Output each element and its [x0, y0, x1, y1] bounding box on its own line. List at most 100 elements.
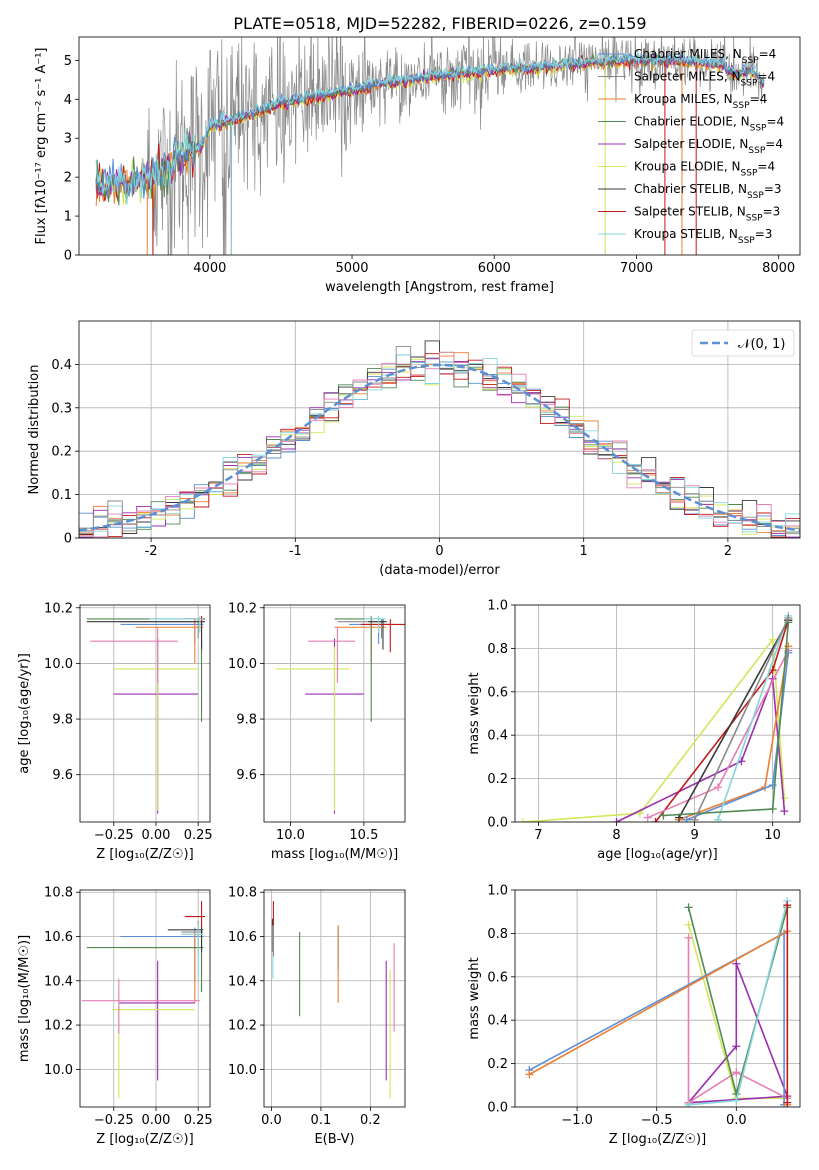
age_vs_Z-ytick-label: 9.6: [52, 768, 73, 783]
errorbar-point: [308, 627, 356, 683]
age_vs_Z-ylabel: age [log₁₀(age/yr)]: [17, 653, 32, 774]
legend-entry-label: Kroupa STELIB, NSSP=3: [634, 227, 772, 246]
mass_vs_ebv-frame: [263, 889, 406, 1108]
weight_vs_age-xtick-label: 8: [612, 828, 620, 843]
errorbar-point: [86, 932, 204, 992]
age_vs_mass-ytick-label: 10.2: [228, 601, 257, 616]
weight_vs_Z-ytick-label: 0.8: [487, 927, 508, 942]
weight_vs_age-ytick-label: 1.0: [487, 599, 508, 614]
mass-weight-marker: [732, 1096, 741, 1105]
mass-weight-marker: [682, 815, 691, 822]
mass-weight-line: [688, 900, 789, 1106]
age_vs_Z-xtick-label: 0.25: [184, 828, 213, 843]
mass-weight-marker: [684, 920, 693, 929]
spectrum-ylabel: Flux [fλ10⁻¹⁷ erg cm⁻² s⁻¹ A⁻¹]: [34, 48, 49, 245]
weight_vs_age-ytick-label: 0.6: [487, 685, 508, 700]
age_vs_Z-ytick-label: 10.2: [44, 601, 73, 616]
mass-weight-marker: [684, 1100, 693, 1107]
mass-weight-marker: [714, 783, 723, 792]
figure-title: PLATE=0518, MJD=52282, FIBERID=0226, z=0…: [233, 14, 646, 33]
mass-weight-marker: [780, 807, 789, 816]
mass-weight-marker: [732, 959, 741, 968]
errorbar-point: [363, 616, 386, 633]
age_vs_mass-plot-area: [275, 616, 405, 814]
spectrum-ytick-label: 2: [64, 171, 72, 186]
age_vs_mass-xtick-label: 10.5: [349, 828, 378, 843]
residuals-xlabel: (data-model)/error: [379, 563, 500, 578]
mass-weight-marker: [714, 815, 723, 822]
mass-weight-line: [678, 619, 789, 819]
age_vs_Z-xlabel: Z [log₁₀(Z/Z☉)]: [96, 847, 193, 862]
spectrum-plot-area: [95, 37, 765, 255]
weight_vs_Z-ytick-label: 1.0: [487, 884, 508, 899]
mass_vs_Z-ytick-label: 10.6: [44, 930, 73, 945]
spectrum-ytick-label: 1: [64, 210, 72, 225]
age_vs_Z-frame: [79, 604, 211, 823]
spectrum-legend: Chabrier MILES, NSSP=4 Salpeter MILES, NS…: [598, 47, 784, 246]
mass_vs_Z-xlabel: Z [log₁₀(Z/Z☉)]: [96, 1132, 193, 1147]
mass-weight-line: [687, 907, 789, 1098]
weight_vs_Z-xlabel: Z [log₁₀(Z/Z☉)]: [609, 1132, 706, 1147]
mass-weight-line: [687, 963, 789, 1104]
residuals-xtick-label: -2: [145, 544, 158, 559]
mass_vs_ebv-plot-area: [271, 901, 395, 1099]
mass-weight-marker: [643, 813, 652, 822]
mass-weight-marker: [732, 1068, 741, 1077]
residuals-ytick-label: 0.1: [51, 488, 72, 503]
mass_vs_ebv-xtick-label: 0.0: [261, 1113, 282, 1128]
spectrum-xtick-label: 6000: [478, 261, 511, 276]
mass_vs_ebv-xtick-label: 0.1: [311, 1113, 332, 1128]
weight_vs_age-frame: [514, 604, 801, 823]
mass_vs_Z-frame: [79, 889, 211, 1108]
spectrum-ytick-label: 4: [64, 93, 72, 108]
mass-weight-line: [522, 637, 786, 822]
spectrum-ytick-label: 5: [64, 54, 72, 69]
mass_vs_ebv-ytick-label: 10.4: [228, 974, 257, 989]
age_vs_mass-ytick-label: 9.8: [236, 713, 257, 728]
residuals-xtick-label: 1: [580, 544, 588, 559]
residuals-xtick-label: -1: [289, 544, 302, 559]
age_vs_mass-panel: 10.0 10.5 9.6 9.8 10.0 10.2 mass [log₁₀(M/M☉)]: [228, 601, 406, 862]
mass_vs_Z-xtick-label: 0.25: [184, 1113, 213, 1128]
mass-weight-marker: [612, 818, 621, 822]
mass-weight-marker: [684, 903, 693, 912]
weight_vs_Z-ytick-label: 0.4: [487, 1014, 508, 1029]
mass-weight-line: [693, 617, 790, 821]
spectrum-xtick-label: 7000: [620, 261, 653, 276]
spectrum-xlabel: wavelength [Angstrom, rest frame]: [325, 280, 554, 295]
spectrum-panel: 4000 5000 6000 7000 8000 0 1 2 3 4 5 wavelength [An…: [34, 36, 801, 295]
weight_vs_Z-xtick-label: −1.0: [561, 1113, 593, 1128]
age_vs_mass-xtick-label: 10.0: [276, 828, 305, 843]
residual-legend-label: 𝒩(0, 1): [738, 337, 785, 352]
errorbar-point: [112, 994, 195, 1099]
spectrum-xtick-label: 4000: [193, 261, 226, 276]
residuals-ylabel: Normed distribution: [27, 365, 42, 495]
mass_vs_Z-ytick-label: 10.2: [44, 1019, 73, 1034]
weight_vs_Z-ytick-label: 0.0: [487, 1101, 508, 1116]
mass-weight-marker: [784, 614, 793, 623]
age_vs_Z-panel: −0.25 0.00 0.25 9.6 9.8 10.0 10.2 Z [log₁₀(Z/Z☉…: [17, 601, 213, 862]
mass-weight-marker: [651, 818, 660, 822]
weight_vs_Z-ylabel: mass weight: [467, 957, 482, 1039]
errorbar-point: [120, 932, 204, 1003]
residuals-panel: -2 -1 0 1 2 0 0.1 0.2 0.3 0.4 (data-model)/error No…: [27, 320, 801, 578]
age_vs_Z-ytick-label: 9.8: [52, 713, 73, 728]
mass_vs_Z-plot-area: [81, 901, 205, 1099]
weight_vs_age-ytick-label: 0.0: [487, 816, 508, 831]
residuals-ytick-label: 0.2: [51, 445, 72, 460]
normal-curve-line: [79, 363, 800, 532]
mass_vs_Z-ytick-label: 10.8: [44, 886, 73, 901]
weight_vs_age-xlabel: age [log₁₀(age/yr)]: [597, 847, 718, 862]
age_vs_mass-ytick-label: 10.0: [228, 657, 257, 672]
mass-weight-marker: [690, 815, 699, 822]
errorbar-point: [149, 616, 204, 633]
errorbar-point: [167, 925, 204, 952]
errorbar-point: [86, 618, 205, 650]
age_vs_Z-xtick-label: 0.00: [141, 828, 170, 843]
mass_vs_ebv-panel: 0.0 0.1 0.2 10.0 10.2 10.4 10.6 10.8 E(B-V): [228, 886, 406, 1147]
errorbar-point: [360, 618, 405, 653]
mass-weight-marker: [768, 635, 777, 644]
residuals-ytick-label: 0: [64, 532, 72, 547]
mass-weight-marker: [659, 811, 668, 820]
